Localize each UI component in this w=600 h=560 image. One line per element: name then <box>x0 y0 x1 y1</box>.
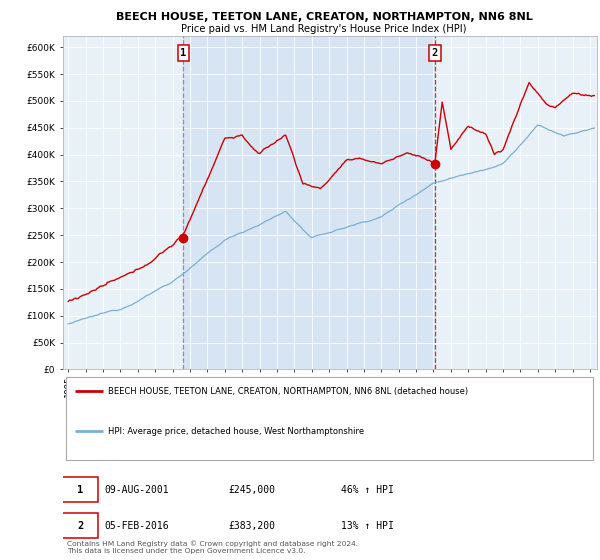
Text: 2: 2 <box>432 48 438 58</box>
Bar <box>184 36 435 370</box>
Text: BEECH HOUSE, TEETON LANE, CREATON, NORTHAMPTON, NN6 8NL (detached house): BEECH HOUSE, TEETON LANE, CREATON, NORTH… <box>109 387 469 396</box>
FancyBboxPatch shape <box>65 377 593 460</box>
Text: BEECH HOUSE, TEETON LANE, CREATON, NORTHAMPTON, NN6 8NL: BEECH HOUSE, TEETON LANE, CREATON, NORTH… <box>116 12 532 22</box>
Text: 2: 2 <box>77 521 83 531</box>
Text: Contains HM Land Registry data © Crown copyright and database right 2024.
This d: Contains HM Land Registry data © Crown c… <box>67 540 358 554</box>
Text: 09-AUG-2001: 09-AUG-2001 <box>104 485 169 494</box>
Text: 1: 1 <box>77 485 83 494</box>
Text: 46% ↑ HPI: 46% ↑ HPI <box>341 485 394 494</box>
Text: 13% ↑ HPI: 13% ↑ HPI <box>341 521 394 531</box>
Text: Price paid vs. HM Land Registry's House Price Index (HPI): Price paid vs. HM Land Registry's House … <box>181 24 467 34</box>
Text: £245,000: £245,000 <box>229 485 275 494</box>
Text: HPI: Average price, detached house, West Northamptonshire: HPI: Average price, detached house, West… <box>109 427 365 436</box>
Text: 05-FEB-2016: 05-FEB-2016 <box>104 521 169 531</box>
FancyBboxPatch shape <box>62 514 98 538</box>
Text: £383,200: £383,200 <box>229 521 275 531</box>
Text: 1: 1 <box>180 48 187 58</box>
FancyBboxPatch shape <box>62 478 98 502</box>
